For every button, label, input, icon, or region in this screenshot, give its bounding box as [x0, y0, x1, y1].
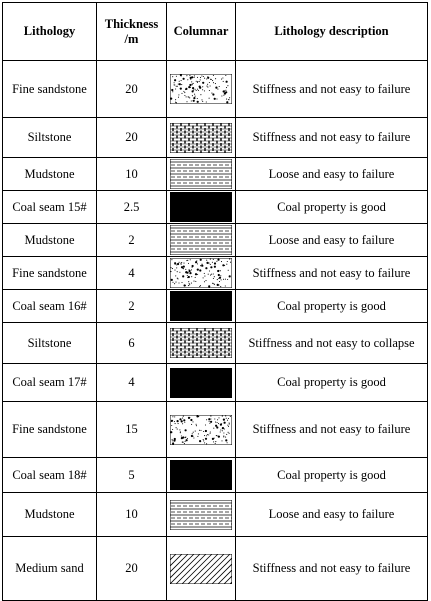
thickness-cell: 2 [96, 223, 167, 257]
lithology-cell: Coal seam 18# [2, 457, 97, 493]
lithology-cell: Medium sand [2, 536, 97, 601]
columnar-cell [166, 157, 236, 191]
thickness-cell: 6 [96, 322, 167, 364]
table-row: Siltstone 6 Stiffness and not easy to co… [2, 322, 428, 364]
thickness-cell: 2.5 [96, 190, 167, 224]
description-cell: Coal property is good [235, 289, 428, 323]
medium-sand-pattern [170, 553, 232, 584]
sandstone-pattern [170, 258, 232, 288]
header-row: Lithology Thickness /m Columnar Litholog… [2, 2, 428, 61]
columnar-cell [166, 256, 236, 290]
table-row: Coal seam 16# 2 Coal property is good [2, 289, 428, 323]
table-row: Mudstone 10 Loose and easy to failure [2, 157, 428, 191]
description-cell: Loose and easy to failure [235, 492, 428, 537]
sandstone-pattern [170, 414, 232, 445]
header-thickness: Thickness /m [96, 2, 167, 61]
lithology-cell: Coal seam 16# [2, 289, 97, 323]
table-row: Siltstone 20 Stiffness and not easy to f… [2, 117, 428, 158]
description-cell: Coal property is good [235, 363, 428, 402]
mudstone-pattern [170, 225, 232, 255]
lithology-cell: Siltstone [2, 322, 97, 364]
lithology-rows: Fine sandstone 20 Stiffness and not easy… [2, 60, 428, 601]
columnar-cell [166, 536, 236, 601]
description-cell: Stiffness and not easy to failure [235, 256, 428, 290]
columnar-cell [166, 457, 236, 493]
description-cell: Coal property is good [235, 190, 428, 224]
description-cell: Stiffness and not easy to failure [235, 60, 428, 118]
table-row: Coal seam 17# 4 Coal property is good [2, 363, 428, 402]
siltstone-pattern [170, 328, 232, 358]
lithology-cell: Fine sandstone [2, 60, 97, 118]
table-row: Fine sandstone 15 Stiffness and not easy… [2, 401, 428, 458]
coal-pattern [170, 192, 232, 222]
table-row: Coal seam 18# 5 Coal property is good [2, 457, 428, 493]
lithology-cell: Fine sandstone [2, 401, 97, 458]
thickness-cell: 2 [96, 289, 167, 323]
thickness-cell: 10 [96, 492, 167, 537]
mudstone-pattern [170, 159, 232, 189]
thickness-cell: 20 [96, 536, 167, 601]
columnar-cell [166, 492, 236, 537]
thickness-cell: 15 [96, 401, 167, 458]
table-row: Fine sandstone 20 Stiffness and not easy… [2, 60, 428, 118]
table-row: Coal seam 15# 2.5 Coal property is good [2, 190, 428, 224]
lithology-cell: Fine sandstone [2, 256, 97, 290]
columnar-cell [166, 289, 236, 323]
mudstone-pattern [170, 499, 232, 530]
columnar-cell [166, 60, 236, 118]
columnar-cell [166, 117, 236, 158]
thickness-cell: 4 [96, 256, 167, 290]
siltstone-pattern [170, 122, 232, 153]
table-row: Fine sandstone 4 Stiffness and not easy … [2, 256, 428, 290]
lithology-cell: Mudstone [2, 223, 97, 257]
thickness-cell: 10 [96, 157, 167, 191]
header-lithology: Lithology [2, 2, 97, 61]
coal-pattern [170, 291, 232, 321]
columnar-cell [166, 401, 236, 458]
description-cell: Stiffness and not easy to failure [235, 117, 428, 158]
description-cell: Coal property is good [235, 457, 428, 493]
lithology-cell: Coal seam 15# [2, 190, 97, 224]
lithology-cell: Mudstone [2, 492, 97, 537]
lithology-cell: Mudstone [2, 157, 97, 191]
description-cell: Loose and easy to failure [235, 223, 428, 257]
lithology-cell: Siltstone [2, 117, 97, 158]
columnar-cell [166, 322, 236, 364]
description-cell: Stiffness and not easy to failure [235, 401, 428, 458]
columnar-cell [166, 223, 236, 257]
table-row: Medium sand 20 Stiffness and not easy to… [2, 536, 428, 601]
coal-pattern [170, 460, 232, 490]
coal-pattern [170, 367, 232, 398]
thickness-cell: 5 [96, 457, 167, 493]
thickness-cell: 20 [96, 117, 167, 158]
description-cell: Stiffness and not easy to failure [235, 536, 428, 601]
header-description: Lithology description [235, 2, 428, 61]
table-row: Mudstone 10 Loose and easy to failure [2, 492, 428, 537]
columnar-cell [166, 363, 236, 402]
thickness-cell: 4 [96, 363, 167, 402]
description-cell: Stiffness and not easy to collapse [235, 322, 428, 364]
header-columnar: Columnar [166, 2, 236, 61]
table-row: Mudstone 2 Loose and easy to failure [2, 223, 428, 257]
sandstone-pattern [170, 74, 232, 104]
lithology-cell: Coal seam 17# [2, 363, 97, 402]
columnar-cell [166, 190, 236, 224]
thickness-cell: 20 [96, 60, 167, 118]
description-cell: Loose and easy to failure [235, 157, 428, 191]
